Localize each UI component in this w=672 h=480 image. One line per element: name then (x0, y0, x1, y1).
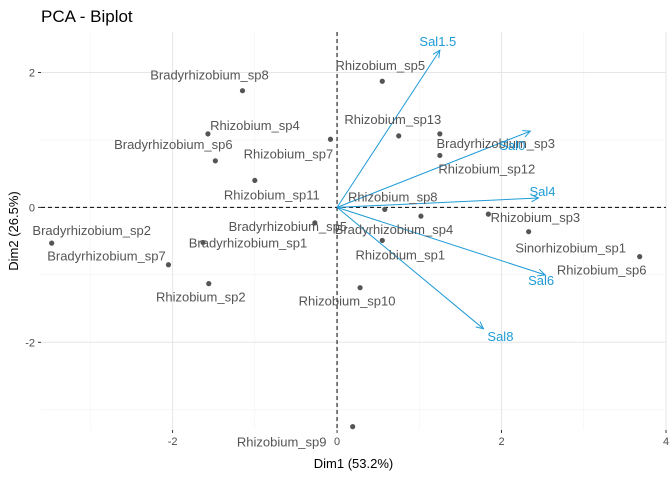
x-axis-title: Dim1 (53.2%) (314, 456, 393, 471)
point-rhizobium_sp11 (252, 177, 258, 184)
individual-points (49, 78, 643, 430)
y-axis-title: Dim2 (26.5%) (6, 191, 21, 270)
point-rhizobium_sp3 (485, 211, 491, 217)
label-rhizobium_sp5: Rhizobium_sp5 (335, 58, 425, 73)
point-rhizobium_sp13 (437, 131, 443, 137)
label-rhizobium_sp3: Rhizobium_sp3 (491, 210, 581, 225)
label-rhizobium_sp11: Rhizobium_sp11 (224, 187, 320, 202)
point-rhizobium_sp5 (379, 78, 385, 84)
variable-arrowhead (475, 321, 485, 330)
label-rhizobium_sp9: Rhizobium_sp9 (237, 435, 327, 450)
y-tick-label: -2 (25, 337, 35, 349)
point-rhizobium_sp8 (382, 206, 388, 213)
x-tick-label: 4 (663, 436, 669, 448)
label-rhizobium_sp4: Rhizobium_sp4 (210, 118, 300, 133)
label-bradyrhizobium_sp2: Bradyrhizobium_sp2 (32, 223, 151, 238)
variable-labels: Sal1.5 Sal0 Sal4 Sal6 Sal8 (419, 34, 555, 344)
variable-label-sal6: Sal6 (528, 273, 554, 288)
variable-label-sal1-5: Sal1.5 (419, 34, 456, 49)
label-bradyrhizobium_sp4: Bradyrhizobium_sp4 (335, 222, 454, 237)
label-rhizobium_sp1: Rhizobium_sp1 (355, 247, 445, 262)
x-tick-label: 0 (334, 436, 340, 448)
variable-arrow-sal0 (336, 130, 531, 208)
point-bradyrhizobium_sp3 (396, 133, 402, 139)
point-rhizobium_sp12 (437, 152, 443, 159)
point-bradyrhizobium_sp6 (212, 158, 218, 164)
variable-label-sal8: Sal8 (487, 329, 513, 344)
point-rhizobium_sp7 (327, 136, 334, 142)
individual-labels: Rhizobium_sp5 Bradyrhizobium_sp8 Rhizobium… (32, 58, 646, 449)
label-bradyrhizobium_sp1: Bradyrhizobium_sp1 (189, 235, 308, 250)
point-rhizobium_sp9 (350, 424, 356, 430)
point-bradyrhizobium_sp4 (418, 213, 424, 219)
point-rhizobium_sp2 (206, 281, 212, 287)
label-rhizobium_sp10: Rhizobium_sp10 (299, 294, 396, 309)
label-rhizobium_sp6: Rhizobium_sp6 (557, 263, 647, 278)
y-tick-label: 2 (29, 67, 35, 79)
point-bradyrhizobium_sp5 (312, 220, 318, 226)
label-rhizobium_sp8: Rhizobium_sp8 (348, 189, 438, 204)
label-rhizobium_sp2: Rhizobium_sp2 (156, 290, 246, 305)
variable-arrow-sal8 (336, 207, 484, 330)
reference-lines (41, 32, 666, 430)
point-sinorhizobium_sp1 (526, 229, 532, 235)
label-rhizobium_sp12: Rhizobium_sp12 (438, 161, 535, 176)
point-bradyrhizobium_sp8 (239, 88, 246, 94)
point-rhizobium_sp10 (357, 285, 363, 291)
variable-arrows (336, 49, 547, 330)
label-bradyrhizobium_sp3: Bradyrhizobium_sp3 (436, 136, 555, 151)
y-tick-label: 0 (29, 202, 35, 214)
label-rhizobium_sp7: Rhizobium_sp7 (244, 146, 334, 161)
x-tick-label: 2 (498, 436, 504, 448)
label-bradyrhizobium_sp7: Bradyrhizobium_sp7 (47, 249, 166, 264)
x-tick-label: -2 (168, 436, 178, 448)
label-bradyrhizobium_sp8: Bradyrhizobium_sp8 (150, 68, 269, 83)
label-bradyrhizobium_sp6: Bradyrhizobium_sp6 (114, 137, 233, 152)
label-rhizobium_sp13: Rhizobium_sp13 (344, 112, 441, 127)
variable-label-sal0: Sal0 (499, 138, 525, 153)
point-rhizobium_sp1 (379, 237, 385, 244)
variable-label-sal4: Sal4 (530, 184, 556, 199)
chart-title: PCA - Biplot (41, 7, 133, 26)
axis-ticks: -2 0 2 4 -2 0 2 (25, 67, 669, 448)
label-sinorhizobium_sp1: Sinorhizobium_sp1 (515, 241, 626, 256)
variable-arrow-sal1-5 (336, 49, 441, 208)
variable-arrowhead (522, 130, 532, 138)
variable-arrow-sal4 (337, 197, 539, 208)
variable-arrow-sal6 (336, 206, 546, 276)
variable-arrowhead (530, 194, 540, 203)
variable-arrowhead (432, 49, 441, 59)
variable-arrowhead (537, 268, 547, 277)
point-bradyrhizobium_sp1 (200, 239, 206, 246)
label-bradyrhizobium_sp5: Bradyrhizobium_sp5 (229, 219, 348, 234)
point-bradyrhizobium_sp7 (165, 262, 172, 268)
point-rhizobium_sp6 (637, 254, 643, 260)
point-bradyrhizobium_sp2 (49, 240, 55, 246)
point-rhizobium_sp4 (205, 131, 211, 137)
